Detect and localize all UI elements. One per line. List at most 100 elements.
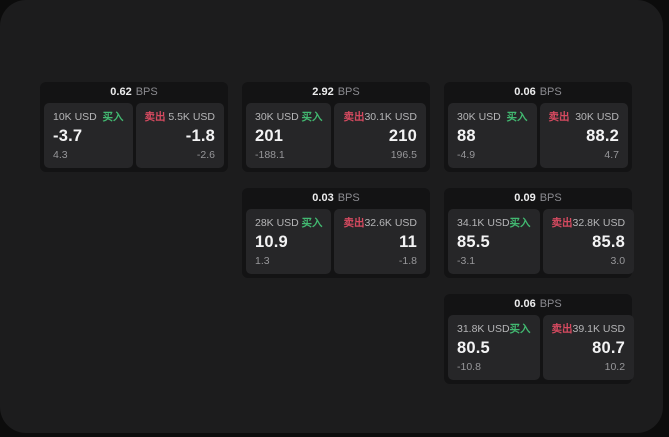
sell-price: 210 (388, 127, 417, 145)
pane-top-row: 31.8K USD 买入 (457, 323, 531, 335)
bps-unit: BPS (337, 86, 360, 98)
buy-pane[interactable]: 10K USD 买入 -3.7 4.3 (44, 103, 133, 168)
quote-card: 0.09 BPS 34.1K USD 买入 85.5 -3.1 卖出 32.8K … (444, 188, 635, 278)
buy-price: 80.5 (457, 339, 490, 357)
pane-row: 10K USD 买入 -3.7 4.3 卖出 5.5K USD -1.8 -2.… (44, 103, 224, 168)
sell-label: 卖出 (548, 111, 570, 123)
pane-row: 30K USD 买入 201 -188.1 卖出 30.1K USD 210 1… (246, 103, 426, 168)
buy-sub-value: -3.1 (457, 255, 476, 267)
card-header: 2.92 BPS (246, 82, 426, 103)
buy-price: 201 (255, 127, 284, 145)
quote-card-grid: 0.62 BPS 10K USD 买入 -3.7 4.3 卖出 5.5K USD (40, 82, 635, 384)
buy-price: 88 (457, 127, 476, 145)
quote-card: 0.06 BPS 30K USD 买入 88 -4.9 卖出 30K USD (444, 82, 632, 172)
bps-value: 0.62 (110, 86, 132, 98)
pane-top-row: 卖出 30.1K USD (343, 111, 417, 123)
buy-amount: 31.8K USD (457, 323, 510, 335)
buy-sub-value: -188.1 (255, 149, 285, 161)
sell-sub-value: 3.0 (610, 255, 626, 267)
pane-row: 34.1K USD 买入 85.5 -3.1 卖出 32.8K USD 85.8… (448, 209, 635, 274)
pane-top-row: 30K USD 买入 (255, 111, 322, 123)
pane-top-row: 34.1K USD 买入 (457, 217, 531, 229)
sell-pane[interactable]: 卖出 32.8K USD 85.8 3.0 (542, 209, 635, 274)
bps-value: 0.06 (514, 86, 536, 98)
bps-value: 2.92 (312, 86, 334, 98)
pane-top-row: 卖出 39.1K USD (552, 323, 626, 335)
buy-amount: 34.1K USD (457, 217, 510, 229)
bps-value: 0.03 (312, 192, 334, 204)
card-header: 0.03 BPS (246, 188, 426, 209)
sell-price: -1.8 (185, 127, 215, 145)
pane-top-row: 卖出 30K USD (549, 111, 620, 123)
sell-sub-value: 196.5 (390, 149, 417, 161)
buy-label: 买入 (102, 111, 124, 123)
pane-top-row: 卖出 5.5K USD (145, 111, 216, 123)
sell-price: 11 (399, 233, 417, 251)
bps-unit: BPS (135, 86, 158, 98)
card-header: 0.06 BPS (448, 82, 628, 103)
sell-amount: 32.8K USD (572, 217, 626, 229)
bps-value: 0.06 (514, 298, 536, 310)
buy-label: 买入 (301, 111, 323, 123)
pane-row: 31.8K USD 买入 80.5 -10.8 卖出 39.1K USD 80.… (448, 315, 635, 380)
buy-label: 买入 (301, 217, 323, 229)
buy-pane[interactable]: 31.8K USD 买入 80.5 -10.8 (448, 315, 540, 380)
pane-top-row: 10K USD 买入 (53, 111, 124, 123)
pane-row: 28K USD 买入 10.9 1.3 卖出 32.6K USD 11 -1.8 (246, 209, 426, 274)
sell-amount: 39.1K USD (572, 323, 626, 335)
pane-top-row: 卖出 32.8K USD (552, 217, 626, 229)
sell-price: 85.8 (592, 233, 626, 251)
bps-unit: BPS (539, 298, 562, 310)
quote-card: 2.92 BPS 30K USD 买入 201 -188.1 卖出 30.1K U… (242, 82, 430, 172)
sell-amount: 32.6K USD (364, 217, 417, 229)
quote-card: 0.62 BPS 10K USD 买入 -3.7 4.3 卖出 5.5K USD (40, 82, 228, 172)
buy-pane[interactable]: 30K USD 买入 201 -188.1 (246, 103, 332, 168)
sell-pane[interactable]: 卖出 30.1K USD 210 196.5 (334, 103, 426, 168)
buy-price: 10.9 (255, 233, 288, 251)
sell-sub-value: -2.6 (196, 149, 215, 161)
sell-amount: 5.5K USD (168, 111, 215, 123)
buy-label: 买入 (509, 323, 531, 335)
bps-unit: BPS (539, 192, 562, 204)
sell-label: 卖出 (551, 217, 573, 229)
buy-sub-value: -4.9 (457, 149, 476, 161)
sell-label: 卖出 (343, 217, 365, 229)
buy-label: 买入 (506, 111, 528, 123)
buy-amount: 30K USD (457, 111, 501, 123)
quote-card: 0.03 BPS 28K USD 买入 10.9 1.3 卖出 32.6K USD (242, 188, 430, 278)
buy-pane[interactable]: 34.1K USD 买入 85.5 -3.1 (448, 209, 540, 274)
sell-amount: 30K USD (575, 111, 619, 123)
sell-pane[interactable]: 卖出 30K USD 88.2 4.7 (539, 103, 628, 168)
sell-label: 卖出 (551, 323, 573, 335)
buy-sub-value: -10.8 (457, 361, 481, 373)
sell-sub-value: 4.7 (604, 149, 619, 161)
card-header: 0.62 BPS (44, 82, 224, 103)
buy-amount: 10K USD (53, 111, 97, 123)
sell-price: 88.2 (586, 127, 619, 145)
buy-price: -3.7 (53, 127, 83, 145)
sell-label: 卖出 (343, 111, 365, 123)
quote-card: 0.06 BPS 31.8K USD 买入 80.5 -10.8 卖出 39.1K… (444, 294, 635, 384)
bps-value: 0.09 (514, 192, 536, 204)
card-header: 0.09 BPS (448, 188, 628, 209)
buy-amount: 30K USD (255, 111, 299, 123)
sell-sub-value: 10.2 (604, 361, 626, 373)
pane-top-row: 30K USD 买入 (457, 111, 528, 123)
pane-top-row: 卖出 32.6K USD (343, 217, 417, 229)
sell-amount: 30.1K USD (364, 111, 417, 123)
buy-pane[interactable]: 30K USD 买入 88 -4.9 (448, 103, 537, 168)
pane-row: 30K USD 买入 88 -4.9 卖出 30K USD 88.2 4.7 (448, 103, 628, 168)
sell-pane[interactable]: 卖出 32.6K USD 11 -1.8 (334, 209, 426, 274)
sell-pane[interactable]: 卖出 39.1K USD 80.7 10.2 (542, 315, 635, 380)
bps-unit: BPS (539, 86, 562, 98)
sell-pane[interactable]: 卖出 5.5K USD -1.8 -2.6 (135, 103, 224, 168)
sell-sub-value: -1.8 (398, 255, 417, 267)
buy-amount: 28K USD (255, 217, 299, 229)
bps-unit: BPS (337, 192, 360, 204)
buy-label: 买入 (509, 217, 531, 229)
buy-sub-value: 4.3 (53, 149, 68, 161)
buy-pane[interactable]: 28K USD 买入 10.9 1.3 (246, 209, 332, 274)
card-header: 0.06 BPS (448, 294, 628, 315)
sell-label: 卖出 (144, 111, 166, 123)
